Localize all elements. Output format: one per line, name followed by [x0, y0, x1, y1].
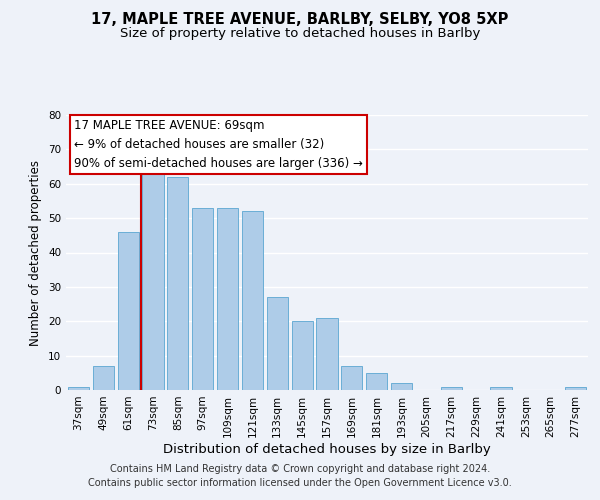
Bar — [118, 232, 139, 390]
Bar — [93, 366, 114, 390]
Bar — [68, 386, 89, 390]
Bar — [267, 297, 288, 390]
Bar — [316, 318, 338, 390]
Bar — [242, 211, 263, 390]
Y-axis label: Number of detached properties: Number of detached properties — [29, 160, 43, 346]
Bar — [391, 383, 412, 390]
Bar — [217, 208, 238, 390]
Bar — [292, 322, 313, 390]
Bar — [341, 366, 362, 390]
Bar — [192, 208, 213, 390]
Text: 17 MAPLE TREE AVENUE: 69sqm
← 9% of detached houses are smaller (32)
90% of semi: 17 MAPLE TREE AVENUE: 69sqm ← 9% of deta… — [74, 119, 363, 170]
X-axis label: Distribution of detached houses by size in Barlby: Distribution of detached houses by size … — [163, 442, 491, 456]
Text: Contains HM Land Registry data © Crown copyright and database right 2024.
Contai: Contains HM Land Registry data © Crown c… — [88, 464, 512, 487]
Bar — [142, 160, 164, 390]
Text: 17, MAPLE TREE AVENUE, BARLBY, SELBY, YO8 5XP: 17, MAPLE TREE AVENUE, BARLBY, SELBY, YO… — [91, 12, 509, 28]
Text: Size of property relative to detached houses in Barlby: Size of property relative to detached ho… — [120, 28, 480, 40]
Bar — [441, 386, 462, 390]
Bar — [490, 386, 512, 390]
Bar — [167, 177, 188, 390]
Bar — [565, 386, 586, 390]
Bar — [366, 373, 387, 390]
